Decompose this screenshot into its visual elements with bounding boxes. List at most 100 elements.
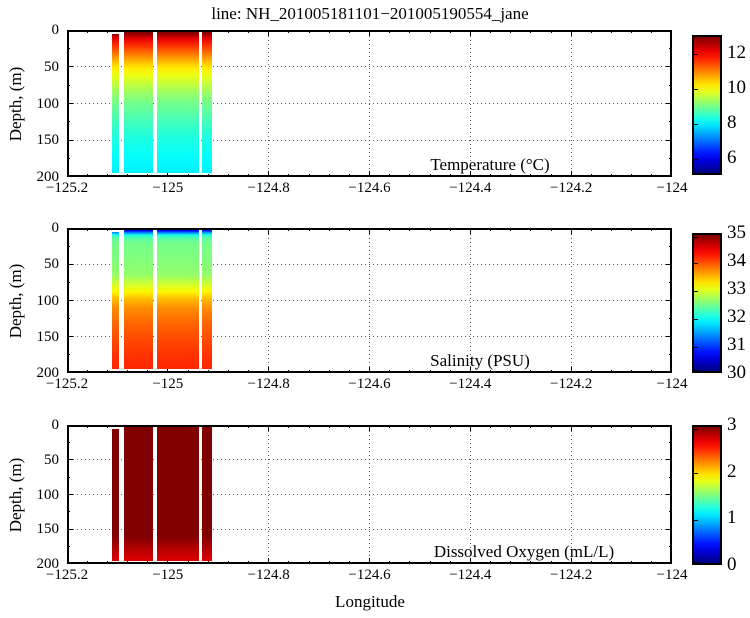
x-minor-tick (328, 370, 330, 373)
x-minor-tick (308, 561, 310, 564)
y-tick-label: 200 (36, 365, 60, 381)
colorbar-tick-label: 31 (727, 334, 746, 355)
y-major-tick (666, 528, 672, 530)
x-minor-tick (490, 228, 491, 231)
colorbar-tick (694, 346, 698, 348)
x-tick-label: −124.4 (449, 376, 492, 392)
x-minor-tick (288, 30, 290, 33)
x-major-tick (268, 367, 270, 373)
x-tick-label: −124.2 (550, 180, 593, 196)
x-major-tick (67, 228, 68, 234)
y-minor-tick (669, 511, 672, 513)
y-major-tick (67, 336, 73, 338)
series-label-salinity: Salinity (PSU) (430, 351, 530, 370)
x-minor-tick (187, 561, 189, 564)
x-major-tick (671, 367, 672, 373)
x-minor-tick (328, 425, 330, 428)
x-minor-tick (288, 174, 290, 177)
x-minor-tick (328, 174, 330, 177)
y-minor-tick (669, 245, 672, 247)
x-minor-tick (227, 30, 229, 33)
x-minor-tick (409, 425, 411, 428)
x-minor-tick (611, 30, 612, 33)
x-minor-tick (348, 370, 350, 373)
y-minor-tick (669, 47, 672, 49)
y-major-tick (67, 459, 73, 461)
y-major-tick (666, 263, 672, 265)
x-minor-tick (409, 228, 411, 231)
x-minor-tick (348, 228, 350, 231)
y-major-tick (666, 459, 672, 461)
x-tick-label: −125 (152, 376, 184, 392)
y-minor-tick (669, 476, 672, 478)
y-minor-tick (669, 158, 672, 160)
x-minor-tick (147, 174, 149, 177)
y-minor-tick (669, 318, 672, 320)
x-minor-tick (227, 370, 229, 373)
y-tick-label: 100 (36, 292, 60, 309)
x-minor-tick (631, 425, 633, 428)
colorbar-tick-label: 30 (727, 362, 746, 383)
x-major-tick (570, 171, 572, 177)
x-tick-label: −124 (656, 376, 688, 392)
x-minor-tick (147, 370, 149, 373)
x-minor-tick (308, 174, 310, 177)
x-minor-tick (86, 425, 88, 428)
x-minor-tick (227, 174, 229, 177)
x-major-tick (469, 228, 471, 234)
y-minor-tick (669, 354, 672, 356)
x-minor-tick (449, 228, 451, 231)
x-minor-tick (328, 228, 330, 231)
data-column-1 (111, 34, 119, 174)
x-minor-tick (348, 174, 350, 177)
x-minor-tick (611, 425, 612, 428)
x-minor-tick (248, 425, 249, 428)
colorbar-tick-label: 1 (727, 507, 737, 529)
x-minor-tick (409, 174, 411, 177)
x-major-tick (268, 425, 270, 431)
x-minor-tick (550, 174, 552, 177)
colorbar-tick (694, 562, 698, 563)
x-major-tick (67, 171, 68, 177)
y-major-tick (67, 263, 73, 265)
figure-title: line: NH_201005181101−201005190554_jane (211, 4, 529, 23)
x-major-tick (469, 425, 471, 431)
x-minor-tick (207, 561, 209, 564)
x-minor-tick (106, 30, 108, 33)
x-axis-label: Longitude (335, 592, 405, 611)
x-minor-tick (590, 425, 592, 428)
x-minor-tick (590, 370, 592, 373)
x-minor-tick (86, 228, 88, 231)
x-minor-tick (389, 30, 391, 33)
colorbar-tick (694, 290, 698, 292)
y-major-tick (67, 139, 73, 141)
x-major-tick (67, 30, 68, 36)
x-minor-tick (106, 174, 108, 177)
y-tick-label: 200 (36, 169, 60, 185)
x-minor-tick (490, 425, 491, 428)
x-tick-label: −124.8 (247, 376, 290, 392)
x-major-tick (671, 425, 672, 431)
x-minor-tick (106, 561, 108, 564)
data-column-1 (111, 429, 119, 561)
colorbar-tick (694, 89, 698, 90)
x-minor-tick (510, 228, 512, 231)
x-major-tick (570, 425, 572, 431)
x-minor-tick (288, 228, 290, 231)
x-minor-tick (490, 30, 491, 33)
x-minor-tick (308, 30, 310, 33)
y-major-tick (666, 66, 672, 68)
y-minor-tick (67, 441, 70, 443)
x-minor-tick (409, 561, 411, 564)
y-tick-label: 50 (44, 256, 59, 273)
x-minor-tick (510, 425, 512, 428)
x-minor-tick (248, 174, 249, 177)
colorbar-tick-label: 34 (727, 250, 746, 271)
x-major-tick (268, 171, 270, 177)
x-minor-tick (106, 228, 108, 231)
y-tick-label: 100 (36, 486, 60, 503)
x-major-tick (469, 171, 471, 177)
y-minor-tick (669, 546, 672, 548)
colorbar-tick (694, 473, 698, 475)
x-minor-tick (106, 425, 108, 428)
